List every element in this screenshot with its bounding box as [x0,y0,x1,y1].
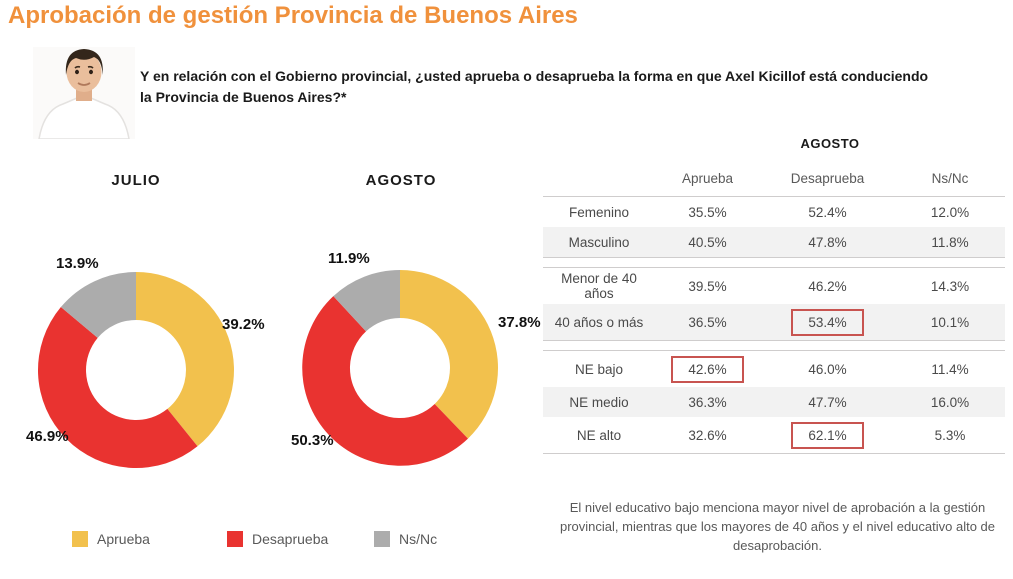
donut-julio-graphic [36,270,236,470]
donut-slice-ns-nc [60,272,136,338]
agosto-label-nsnc: 11.9% [328,250,370,267]
legend-item-aprueba: Aprueba [72,531,150,547]
legend-swatch-desaprueba [227,531,243,547]
highlight-box-red: 53.4% [791,308,864,336]
row-label: Femenino [568,204,630,220]
donut-slice-desaprueba [37,307,198,469]
cell-nsnc: 16.0% [930,394,970,410]
table-row-ne-alto: NE alto 32.6% 62.1% 5.3% [543,417,1005,453]
table-header-desaprueba: Desaprueba [790,170,865,186]
table-title: AGOSTO [800,136,860,151]
legend-swatch-nsnc [374,531,390,547]
table-group-age: Menor de 40 años 39.5% 46.2% 14.3% 40 añ… [543,267,1005,341]
cell-desaprueba: 53.4% [760,307,895,338]
insight-note: El nivel educativo bajo menciona mayor n… [559,500,996,553]
cell-nsnc: 11.8% [931,234,969,250]
cell-aprueba: 32.6% [688,427,727,443]
chart-title-agosto: AGOSTO [365,172,437,189]
portrait-illustration [33,47,135,140]
cell-desaprueba: 62.1% [760,420,895,451]
highlight-box-red: 42.6% [671,355,744,383]
table-header-row: Aprueba Desaprueba Ns/Nc [543,160,1005,196]
donut-chart-julio: JULIO 13.9% 39.2% 46.9% [26,172,265,472]
cell-aprueba: 39.5% [688,278,727,294]
cell-desaprueba: 46.2% [808,278,847,294]
cell-desaprueba: 47.8% [808,234,847,250]
donut-agosto-graphic [300,268,500,468]
page-title: Aprobación de gestión Provincia de Bueno… [8,2,578,29]
agosto-label-aprueba: 37.8% [498,314,541,331]
table-row-ne-medio: NE medio 36.3% 47.7% 16.0% [543,387,1005,417]
table-group-education: NE bajo 42.6% 46.0% 11.4% NE medio 36.3%… [543,350,1005,454]
cell-aprueba: 36.5% [688,314,727,330]
cell-nsnc: 12.0% [930,204,970,220]
survey-question: Y en relación con el Gobierno provincial… [140,66,1013,108]
cell-desaprueba: 47.7% [808,394,847,410]
cell-nsnc: 10.1% [930,314,970,330]
cell-nsnc: 5.3% [934,427,966,443]
row-label: NE alto [576,427,622,443]
table-row-femenino: Femenino 35.5% 52.4% 12.0% [543,197,1005,227]
cell-nsnc: 11.4% [931,361,969,377]
cell-desaprueba: 52.4% [808,204,847,220]
highlight-box-red: 62.1% [791,421,864,449]
cell-aprueba: 36.3% [688,394,727,410]
donut-slice-desaprueba [302,296,468,466]
donut-chart-agosto: AGOSTO 11.9% 37.8% 50.3% [291,172,541,472]
cell-nsnc: 14.3% [930,278,970,294]
cell-desaprueba: 46.0% [808,361,847,377]
table-group-gender: Femenino 35.5% 52.4% 12.0% Masculino 40.… [543,196,1005,258]
demographics-table: AGOSTO Aprueba Desaprueba Ns/Nc Femenino… [543,136,1005,463]
survey-question-line2: la Provincia de Buenos Aires?* [140,89,347,105]
survey-question-line1: Y en relación con el Gobierno provincial… [140,68,929,84]
row-label: 40 años o más [554,314,644,330]
legend-swatch-aprueba [72,531,88,547]
row-label: Masculino [568,234,630,250]
donut-slice-aprueba [400,270,499,439]
cell-aprueba: 42.6% [655,354,760,385]
table-header-empty [543,176,655,180]
row-label: Menor de 40 años [561,271,637,301]
legend-item-nsnc: Ns/Nc [374,531,437,547]
donut-slice-aprueba [136,272,234,447]
table-header-nsnc: Ns/Nc [931,170,969,186]
julio-label-aprueba: 39.2% [222,316,265,333]
table-header-aprueba: Aprueba [681,170,734,186]
legend-label-nsnc: Ns/Nc [399,531,438,547]
legend-label-desaprueba: Desaprueba [252,531,329,547]
kicillof-portrait-photo [33,47,135,140]
donut-slice-ns-nc [333,270,400,332]
cell-aprueba: 40.5% [688,234,727,250]
agosto-label-desaprueba: 50.3% [291,432,334,449]
cell-aprueba: 35.5% [688,204,727,220]
julio-label-desaprueba: 46.9% [26,428,69,445]
row-label: NE medio [569,394,629,410]
table-row-40-o-mas: 40 años o más 36.5% 53.4% 10.1% [543,304,1005,340]
table-row-menor-40: Menor de 40 años 39.5% 46.2% 14.3% [543,268,1005,304]
chart-title-julio: JULIO [111,172,161,189]
row-label: NE bajo [574,361,624,377]
legend-item-desaprueba: Desaprueba [227,531,328,547]
julio-label-nsnc: 13.9% [56,255,99,272]
table-row-ne-bajo: NE bajo 42.6% 46.0% 11.4% [543,351,1005,387]
legend-label-aprueba: Aprueba [97,531,150,547]
table-row-masculino: Masculino 40.5% 47.8% 11.8% [543,227,1005,257]
